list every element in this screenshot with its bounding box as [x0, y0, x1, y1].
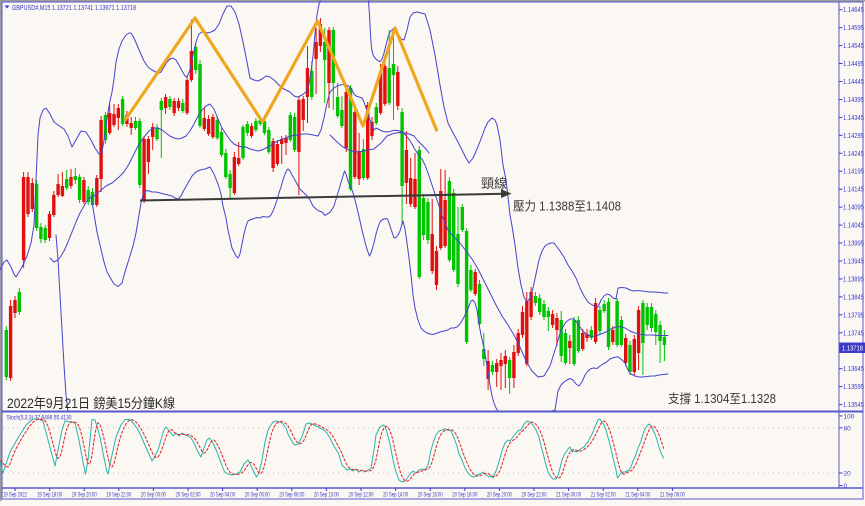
svg-text:壓力 1.1388至1.1408: 壓力 1.1388至1.1408 — [513, 200, 621, 214]
svg-text:1.14145: 1.14145 — [843, 187, 864, 194]
svg-text:19 Sep 20:00: 19 Sep 20:00 — [72, 492, 97, 499]
svg-text:1.13995: 1.13995 — [843, 241, 864, 248]
svg-text:20 Sep 12:00: 20 Sep 12:00 — [349, 492, 374, 499]
svg-text:1.13545: 1.13545 — [843, 402, 864, 409]
svg-text:20: 20 — [844, 471, 852, 478]
svg-text:20 Sep 06:00: 20 Sep 06:00 — [245, 492, 270, 499]
svg-text:1.14445: 1.14445 — [843, 79, 864, 86]
svg-text:20 Sep 14:00: 20 Sep 14:00 — [383, 492, 408, 499]
svg-text:80: 80 — [844, 425, 852, 432]
svg-text:1.14295: 1.14295 — [843, 133, 864, 140]
svg-text:1.14595: 1.14595 — [843, 25, 864, 32]
svg-text:20 Sep 04:00: 20 Sep 04:00 — [210, 492, 235, 499]
svg-text:19 Sep 22:00: 19 Sep 22:00 — [106, 492, 131, 499]
svg-text:21 Sep 00:00: 21 Sep 00:00 — [556, 492, 581, 499]
svg-text:20 Sep 20:00: 20 Sep 20:00 — [487, 492, 512, 499]
svg-text:20 Sep 16:00: 20 Sep 16:00 — [418, 492, 443, 499]
svg-text:21 Sep 04:00: 21 Sep 04:00 — [625, 492, 650, 499]
svg-text:1.14195: 1.14195 — [843, 169, 864, 176]
svg-text:20 Sep 00:00: 20 Sep 00:00 — [141, 492, 166, 499]
svg-text:1.13645: 1.13645 — [843, 366, 864, 373]
svg-text:20 Sep 10:00: 20 Sep 10:00 — [314, 492, 339, 499]
svg-text:21 Sep 06:00: 21 Sep 06:00 — [660, 492, 685, 499]
svg-text:GBPUSD#,M15 1.13721 1.13741 1: GBPUSD#,M15 1.13721 1.13741 1.13671 1.13… — [12, 5, 136, 12]
svg-text:2022年9月21日 鎊美15分鐘K線: 2022年9月21日 鎊美15分鐘K線 — [7, 395, 175, 411]
svg-text:100: 100 — [844, 413, 855, 420]
svg-text:20 Sep 02:00: 20 Sep 02:00 — [176, 492, 201, 499]
svg-text:19 Sep 2022: 19 Sep 2022 — [3, 492, 27, 499]
svg-text:20 Sep 18:00: 20 Sep 18:00 — [452, 492, 477, 499]
svg-text:1.13718: 1.13718 — [842, 346, 863, 353]
svg-text:20 Sep 08:00: 20 Sep 08:00 — [279, 492, 304, 499]
svg-text:21 Sep 02:00: 21 Sep 02:00 — [591, 492, 616, 499]
svg-text:1.13795: 1.13795 — [843, 312, 864, 319]
svg-text:1.14045: 1.14045 — [843, 223, 864, 230]
svg-text:支撐 1.1304至1.1328: 支撐 1.1304至1.1328 — [668, 392, 776, 406]
svg-text:1.14645: 1.14645 — [843, 7, 864, 14]
svg-text:20 Sep 22:00: 20 Sep 22:00 — [522, 492, 547, 499]
svg-text:1.14095: 1.14095 — [843, 205, 864, 212]
svg-text:1.14245: 1.14245 — [843, 151, 864, 158]
svg-text:1.13595: 1.13595 — [843, 384, 864, 391]
svg-text:1.13895: 1.13895 — [843, 276, 864, 283]
svg-text:1.14345: 1.14345 — [843, 115, 864, 122]
svg-text:19 Sep 18:00: 19 Sep 18:00 — [37, 492, 62, 499]
svg-text:1.13845: 1.13845 — [843, 294, 864, 301]
svg-text:1.13945: 1.13945 — [843, 259, 864, 266]
svg-text:0: 0 — [844, 483, 848, 490]
svg-text:Stoch(5,3,3) 37.6499 55.4130: Stoch(5,3,3) 37.6499 55.4130 — [7, 415, 72, 422]
svg-text:頸線: 頸線 — [481, 176, 507, 191]
svg-text:1.14545: 1.14545 — [843, 43, 864, 50]
svg-text:1.14495: 1.14495 — [843, 61, 864, 68]
svg-text:1.13745: 1.13745 — [843, 330, 864, 337]
svg-text:1.14395: 1.14395 — [843, 97, 864, 104]
